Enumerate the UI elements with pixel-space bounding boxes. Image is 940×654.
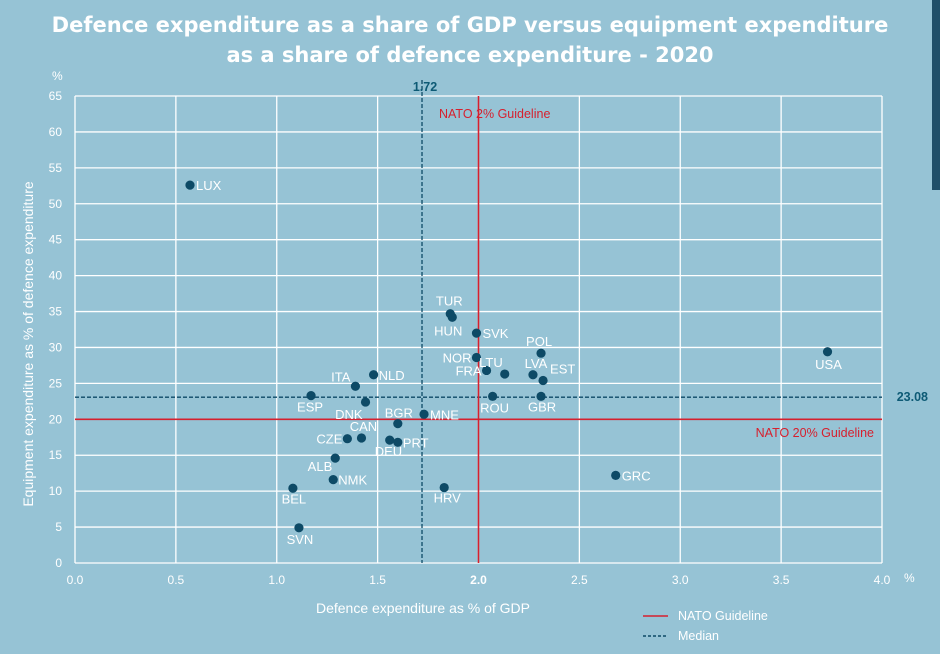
point-label-prt: PRT [403, 435, 429, 450]
median-x-label: 1.72 [413, 80, 437, 94]
y-unit-label: % [52, 69, 63, 83]
x-tick-label: 3.5 [773, 573, 790, 587]
point-ltu [500, 369, 510, 379]
nato-equipment-guideline-label: NATO 20% Guideline [756, 426, 874, 440]
point-alb [330, 453, 340, 463]
x-tick-label: 0.5 [168, 573, 185, 587]
point-label-gbr: GBR [528, 399, 556, 414]
point-ita [350, 381, 361, 391]
point-deu [385, 435, 395, 445]
chart-title-line-1: Defence expenditure as a share of GDP ve… [51, 13, 889, 37]
point-esp [306, 390, 316, 401]
point-svn [294, 523, 304, 533]
point-hun [447, 312, 457, 322]
y-tick-label: 0 [55, 556, 62, 570]
y-tick-label: 35 [49, 305, 63, 319]
point-label-lux: LUX [196, 178, 222, 193]
point-label-cze: CZE [316, 432, 342, 447]
x-tick-label: 1.0 [268, 573, 285, 587]
point-label-nld: NLD [379, 368, 405, 383]
point-dnk [360, 397, 371, 407]
point-label-rou: ROU [480, 400, 509, 415]
point-prt [393, 437, 403, 447]
median-y-label: 23.08 [897, 390, 928, 404]
point-label-lva: LVA [525, 356, 548, 371]
y-tick-label: 50 [49, 197, 63, 211]
point-label-pol: POL [526, 334, 552, 349]
point-label-ita: ITA [331, 369, 351, 384]
point-label-fra: FRA [456, 363, 482, 378]
axis-ticks: 0.0 0.5 1.0 1.5 2.0 2.5 3.0 3.5 4.0 0 5 10 15 20 25 30 3… [49, 89, 891, 587]
x-tick-label: 4.0 [874, 573, 891, 587]
point-label-tur: TUR [436, 294, 463, 309]
point-hrv [439, 482, 449, 493]
x-tick-label: 1.5 [369, 573, 386, 587]
y-tick-label: 5 [55, 520, 62, 534]
x-axis-label: Defence expenditure as % of GDP [316, 600, 530, 616]
point-fra [481, 365, 492, 376]
point-usa [822, 347, 833, 357]
y-tick-label: 15 [49, 448, 63, 462]
y-tick-label: 55 [49, 161, 63, 175]
y-tick-label: 40 [49, 269, 63, 283]
y-tick-label: 60 [49, 125, 63, 139]
edge-strip [932, 0, 940, 190]
point-label-nmk: NMK [338, 473, 367, 488]
y-tick-label: 25 [49, 376, 63, 390]
x-tick-label: 3.0 [672, 573, 689, 587]
point-gbr [536, 391, 546, 401]
point-mne [419, 409, 429, 419]
point-label-esp: ESP [297, 400, 323, 415]
legend: NATO Guideline Median [643, 609, 768, 643]
point-svk [471, 328, 482, 338]
point-nor [471, 352, 482, 363]
point-est [538, 375, 548, 386]
y-tick-label: 10 [49, 484, 63, 498]
point-grc [611, 470, 621, 480]
chart-title: Defence expenditure as a share of GDP ve… [0, 10, 940, 70]
point-label-dnk: DNK [335, 407, 363, 422]
point-label-usa: USA [815, 357, 842, 372]
x-tick-label: 2.5 [571, 573, 588, 587]
legend-label-nato: NATO Guideline [678, 609, 768, 623]
point-nmk [328, 475, 338, 485]
point-label-bgr: BGR [385, 406, 413, 421]
x-unit-label: % [904, 571, 915, 585]
point-rou [488, 391, 498, 401]
x-tick-label: 0.0 [67, 573, 84, 587]
point-label-svk: SVK [482, 326, 508, 341]
point-lux [185, 180, 195, 190]
chart-title-line-2: as a share of defence expenditure - 2020 [226, 43, 714, 67]
y-tick-label: 30 [49, 340, 63, 354]
nato-gdp-guideline-label: NATO 2% Guideline [439, 107, 550, 121]
point-label-hun: HUN [434, 323, 462, 338]
point-label-deu: DEU [375, 444, 402, 459]
y-tick-label: 20 [49, 412, 63, 426]
point-label-nor: NOR [443, 351, 472, 366]
x-tick-label: 2.0 [470, 573, 487, 587]
point-label-can: CAN [350, 419, 377, 434]
point-label-hrv: HRV [434, 491, 462, 506]
reference-lines [75, 80, 882, 563]
point-label-mne: MNE [430, 407, 459, 422]
point-label-bel: BEL [282, 491, 307, 506]
legend-label-median: Median [678, 629, 719, 643]
y-tick-label: 65 [49, 89, 63, 103]
point-cze [342, 434, 352, 444]
point-label-est: EST [550, 362, 575, 377]
y-tick-label: 45 [49, 233, 63, 247]
point-nld [368, 370, 379, 380]
point-label-grc: GRC [622, 468, 651, 483]
point-can [356, 433, 367, 443]
point-bel [288, 483, 298, 493]
point-label-alb: ALB [308, 459, 333, 474]
point-lva [528, 370, 538, 380]
point-label-svn: SVN [287, 532, 314, 547]
point-pol [536, 348, 546, 358]
point-bgr [393, 419, 403, 429]
point-label-ltu: LTU [479, 355, 503, 370]
y-axis-label: Equipment expenditure as % of defence ex… [20, 181, 36, 507]
